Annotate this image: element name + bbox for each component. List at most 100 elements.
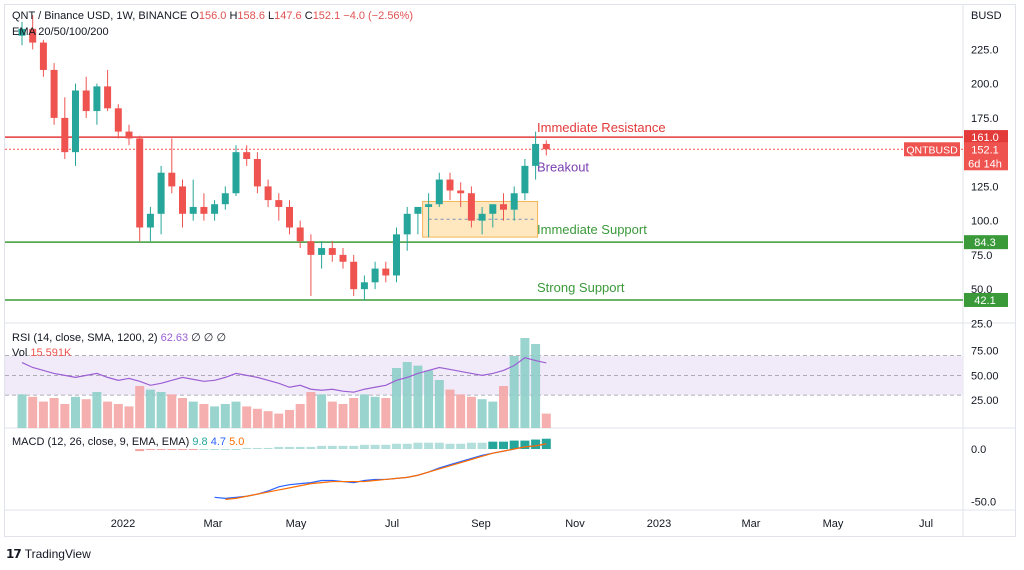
candle-body (318, 248, 326, 255)
volume-bar (317, 394, 327, 428)
candle-body (307, 241, 315, 255)
time-tick-label: Mar (742, 518, 761, 530)
macd-histogram-bar (295, 446, 305, 449)
volume-bar (370, 396, 380, 428)
volume-bar (38, 401, 48, 428)
macd-histogram-bar (392, 443, 401, 449)
symbol-header: QNT / Binance USD, 1W, BINANCE O156.0 H1… (12, 10, 413, 22)
candle-body (93, 86, 101, 112)
candle-body (425, 204, 433, 207)
candle-body (435, 179, 443, 205)
rsi-tick-label: 25.00 (971, 395, 999, 407)
macd-histogram-bar (231, 449, 241, 450)
candle-body (478, 213, 486, 221)
high-value: 158.6 (237, 10, 265, 22)
volume-bar (381, 398, 391, 428)
macd-histogram-bar (445, 443, 455, 449)
macd-histogram-bar (349, 445, 359, 449)
macd-histogram-bar (135, 449, 145, 452)
candle-body (189, 206, 197, 214)
time-tick-label: Mar (204, 518, 223, 530)
candle-body (457, 190, 465, 194)
price-tick-label: 225.0 (971, 44, 999, 56)
volume-bar (17, 394, 27, 428)
price-tick-label: 200.0 (971, 79, 999, 91)
candle-body (146, 213, 154, 228)
macd-histogram-bar (145, 449, 155, 451)
time-tick-label: May (286, 518, 307, 530)
rsi-value: 62.63 (160, 332, 189, 344)
candle-body (264, 186, 272, 201)
candle-body (82, 90, 90, 112)
candle-body (489, 204, 497, 214)
candle-body (275, 200, 283, 207)
candle-body (296, 227, 304, 242)
breakout-label: Breakout (537, 159, 589, 174)
volume-bar (488, 401, 498, 428)
last-price-tag (964, 142, 1008, 171)
volume-bar (402, 362, 412, 428)
macd-histogram-bar (520, 440, 530, 449)
macd-histogram-bar (167, 449, 177, 451)
tradingview-logo[interactable]: 𝟭𝟳 TradingView (6, 547, 91, 561)
volume-bar (285, 410, 294, 428)
macd-histogram-bar (327, 445, 337, 449)
macd-signal-line (225, 443, 547, 500)
tradingview-mark-icon: 𝟭𝟳 (6, 547, 22, 561)
volume-bar (178, 398, 187, 428)
macd-tick-label: -50.0 (971, 497, 996, 509)
candle-body (232, 152, 240, 194)
low-label: L (268, 10, 275, 22)
macd-histogram-bar (466, 442, 476, 449)
volume-bar (92, 392, 102, 428)
ema-legend[interactable]: EMA 20/50/100/200 (12, 26, 109, 38)
price-tick-label: 175.0 (971, 113, 999, 125)
rsi-legend[interactable]: RSI (14, close, SMA, 1200, 2) 62.63 ∅ ∅ … (12, 331, 226, 344)
candle-body (350, 261, 358, 290)
level-tag-label: 84.3 (974, 237, 995, 249)
level-tag-label: 161.0 (971, 132, 999, 144)
macd-legend[interactable]: MACD (12, 26, close, 9, EMA, EMA) 9.8 4.… (12, 436, 244, 448)
macd-histogram-bar (402, 443, 412, 449)
candle-body (532, 143, 540, 166)
macd-histogram-bar (370, 444, 380, 449)
macd-histogram-bar (178, 449, 187, 451)
macd-histogram-bar (434, 442, 444, 449)
volume-bar (103, 401, 113, 428)
level-label: Immediate Support (537, 222, 647, 237)
symbol-tag (904, 142, 960, 157)
macd-histogram-bar (456, 443, 466, 449)
candle-body (360, 282, 368, 290)
volume-bar (60, 404, 70, 428)
macd-histogram-bar (477, 442, 487, 449)
level-tag (964, 292, 1008, 307)
volume-bar (231, 401, 241, 428)
candle-body (339, 254, 347, 262)
candle-body (371, 268, 379, 283)
volume-bar (81, 399, 91, 428)
volume-label: Vol (12, 347, 28, 359)
candle-body (179, 186, 186, 214)
macd-histogram-bar (263, 447, 273, 449)
low-value: 147.6 (274, 10, 302, 22)
macd-hist-value: 9.8 (192, 436, 208, 448)
volume-value: 15.591K (30, 347, 72, 359)
level-tag-label: 42.1 (974, 295, 995, 307)
volume-bar (499, 386, 508, 428)
change-value: −4.0 (−2.56%) (343, 10, 413, 22)
volume-bar (531, 344, 541, 428)
price-tick-label: 125.0 (971, 181, 999, 193)
level-label: Immediate Resistance (537, 120, 666, 135)
currency-label: BUSD (971, 10, 1002, 22)
candle-body (243, 152, 251, 159)
macd-histogram-bar (338, 445, 348, 449)
volume-bar (242, 406, 252, 428)
volume-bar (156, 392, 166, 428)
volume-bar (424, 370, 434, 428)
macd-histogram-bar (242, 447, 252, 449)
price-tick-label: 75.0 (971, 250, 992, 262)
volume-bar (327, 401, 337, 428)
volume-bar (434, 380, 444, 428)
volume-legend[interactable]: Vol 15.591K (12, 347, 71, 359)
